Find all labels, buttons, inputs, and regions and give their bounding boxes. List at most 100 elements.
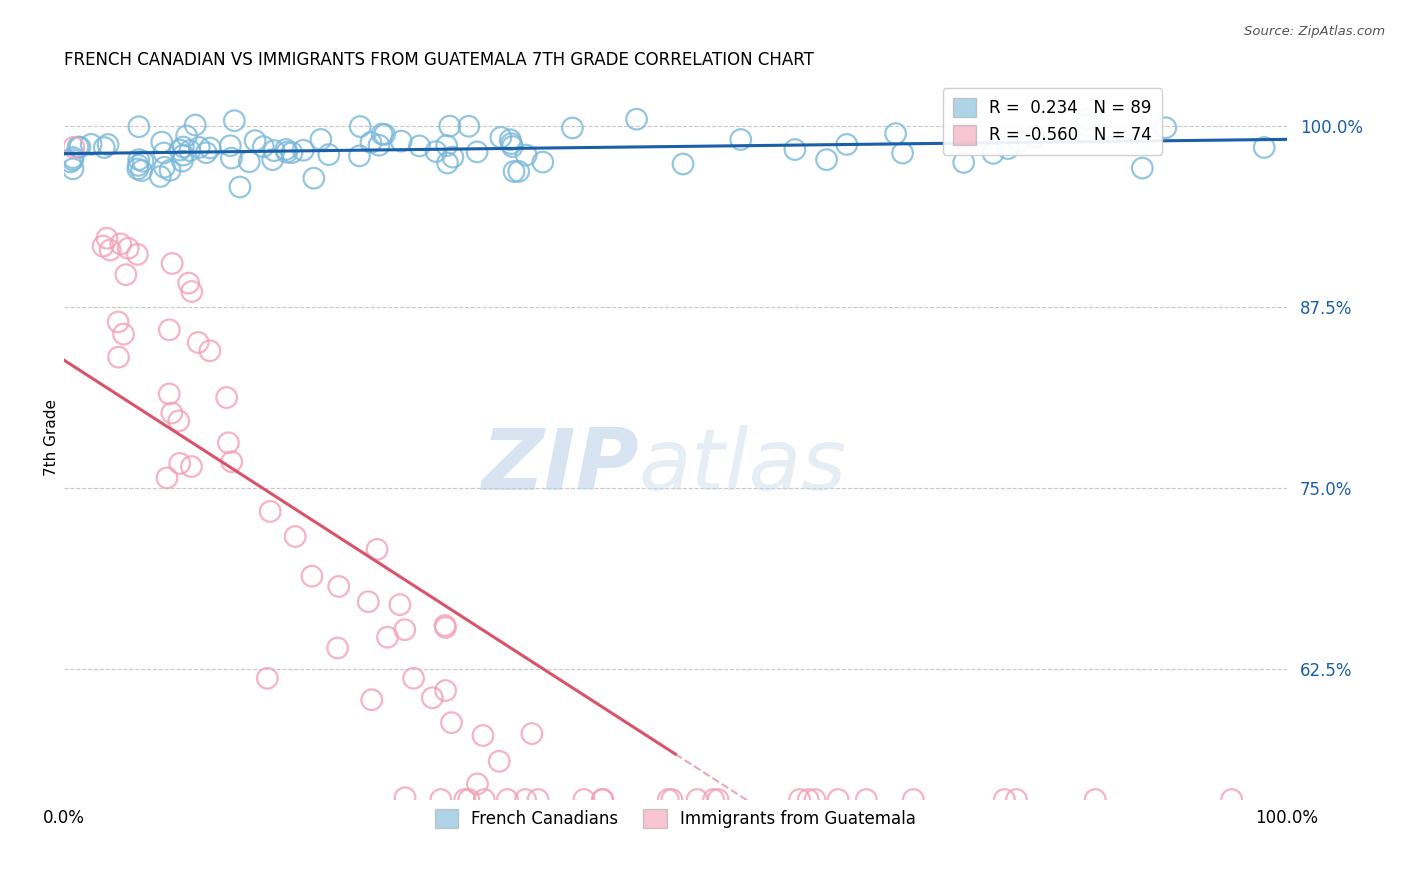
- Point: [981, 146, 1004, 161]
- Point: [855, 792, 877, 806]
- Point: [217, 435, 239, 450]
- Point: [1008, 135, 1031, 149]
- Point: [176, 128, 198, 143]
- Point: [172, 140, 194, 154]
- Point: [274, 143, 297, 157]
- Point: [503, 164, 526, 178]
- Point: [177, 276, 200, 290]
- Point: [402, 671, 425, 685]
- Point: [98, 243, 121, 257]
- Point: [472, 729, 495, 743]
- Point: [263, 144, 285, 158]
- Point: [515, 148, 537, 162]
- Point: [91, 239, 114, 253]
- Point: [128, 153, 150, 167]
- Point: [703, 792, 725, 806]
- Point: [815, 153, 838, 167]
- Point: [115, 268, 138, 282]
- Point: [62, 161, 84, 176]
- Point: [127, 161, 149, 176]
- Point: [377, 630, 399, 644]
- Point: [501, 139, 523, 153]
- Point: [157, 387, 180, 401]
- Point: [520, 726, 543, 740]
- Point: [730, 132, 752, 146]
- Point: [527, 792, 550, 806]
- Point: [797, 792, 820, 806]
- Point: [1076, 112, 1098, 127]
- Point: [454, 792, 477, 806]
- Point: [301, 569, 323, 583]
- Point: [508, 164, 530, 178]
- Point: [441, 150, 464, 164]
- Legend: French Canadians, Immigrants from Guatemala: French Canadians, Immigrants from Guatem…: [427, 802, 922, 835]
- Point: [172, 154, 194, 169]
- Point: [292, 143, 315, 157]
- Point: [318, 147, 340, 161]
- Point: [884, 127, 907, 141]
- Point: [436, 138, 458, 153]
- Point: [591, 792, 613, 806]
- Point: [62, 153, 84, 167]
- Point: [561, 120, 583, 135]
- Point: [368, 138, 391, 153]
- Point: [62, 140, 84, 154]
- Point: [281, 145, 304, 160]
- Point: [309, 132, 332, 146]
- Point: [80, 137, 103, 152]
- Point: [1005, 792, 1028, 806]
- Point: [156, 471, 179, 485]
- Point: [389, 134, 412, 148]
- Point: [366, 542, 388, 557]
- Point: [394, 790, 416, 805]
- Point: [1084, 792, 1107, 806]
- Point: [198, 343, 221, 358]
- Point: [374, 128, 396, 142]
- Point: [408, 139, 430, 153]
- Point: [531, 155, 554, 169]
- Point: [422, 690, 444, 705]
- Point: [262, 153, 284, 167]
- Point: [229, 180, 252, 194]
- Point: [434, 620, 457, 634]
- Point: [952, 155, 974, 169]
- Point: [626, 112, 648, 127]
- Point: [707, 792, 730, 806]
- Point: [360, 692, 382, 706]
- Point: [160, 256, 183, 270]
- Point: [179, 144, 201, 158]
- Point: [430, 792, 453, 806]
- Point: [434, 618, 457, 632]
- Point: [252, 139, 274, 153]
- Point: [93, 140, 115, 154]
- Point: [62, 151, 84, 165]
- Point: [515, 792, 537, 806]
- Y-axis label: 7th Grade: 7th Grade: [44, 399, 59, 476]
- Point: [686, 792, 709, 806]
- Point: [388, 598, 411, 612]
- Point: [1130, 161, 1153, 175]
- Point: [496, 792, 519, 806]
- Point: [371, 127, 394, 141]
- Point: [127, 247, 149, 261]
- Point: [160, 406, 183, 420]
- Point: [180, 285, 202, 299]
- Point: [107, 350, 129, 364]
- Point: [804, 792, 827, 806]
- Point: [157, 323, 180, 337]
- Point: [436, 156, 458, 170]
- Point: [187, 335, 209, 350]
- Point: [489, 130, 512, 145]
- Point: [198, 141, 221, 155]
- Point: [169, 457, 191, 471]
- Point: [219, 138, 242, 153]
- Point: [457, 792, 479, 806]
- Text: ZIP: ZIP: [481, 425, 638, 508]
- Point: [672, 157, 695, 171]
- Point: [783, 143, 806, 157]
- Point: [472, 792, 495, 806]
- Point: [302, 171, 325, 186]
- Point: [572, 792, 595, 806]
- Point: [169, 143, 191, 157]
- Point: [349, 149, 371, 163]
